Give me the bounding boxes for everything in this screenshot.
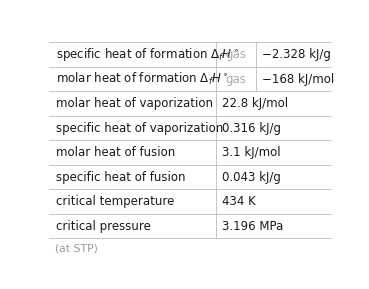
Text: 0.043 kJ/g: 0.043 kJ/g: [222, 171, 281, 184]
Text: 434 K: 434 K: [222, 195, 256, 208]
Text: −2.328 kJ/g: −2.328 kJ/g: [262, 48, 331, 61]
Text: gas: gas: [226, 73, 247, 86]
Text: 3.196 MPa: 3.196 MPa: [222, 220, 283, 233]
Text: critical temperature: critical temperature: [56, 195, 175, 208]
Text: 3.1 kJ/mol: 3.1 kJ/mol: [222, 146, 281, 159]
Text: molar heat of vaporization: molar heat of vaporization: [56, 97, 213, 110]
Text: specific heat of formation $\Delta_f H^\circ$: specific heat of formation $\Delta_f H^\…: [56, 46, 239, 63]
Text: molar heat of formation $\Delta_f H^\circ$: molar heat of formation $\Delta_f H^\cir…: [56, 71, 228, 87]
Text: 22.8 kJ/mol: 22.8 kJ/mol: [222, 97, 288, 110]
Text: specific heat of fusion: specific heat of fusion: [56, 171, 186, 184]
Text: critical pressure: critical pressure: [56, 220, 151, 233]
Text: −168 kJ/mol: −168 kJ/mol: [262, 73, 334, 86]
Text: 0.316 kJ/g: 0.316 kJ/g: [222, 122, 281, 135]
Text: specific heat of vaporization: specific heat of vaporization: [56, 122, 223, 135]
Text: molar heat of fusion: molar heat of fusion: [56, 146, 175, 159]
Text: (at STP): (at STP): [55, 244, 97, 254]
Text: gas: gas: [226, 48, 247, 61]
